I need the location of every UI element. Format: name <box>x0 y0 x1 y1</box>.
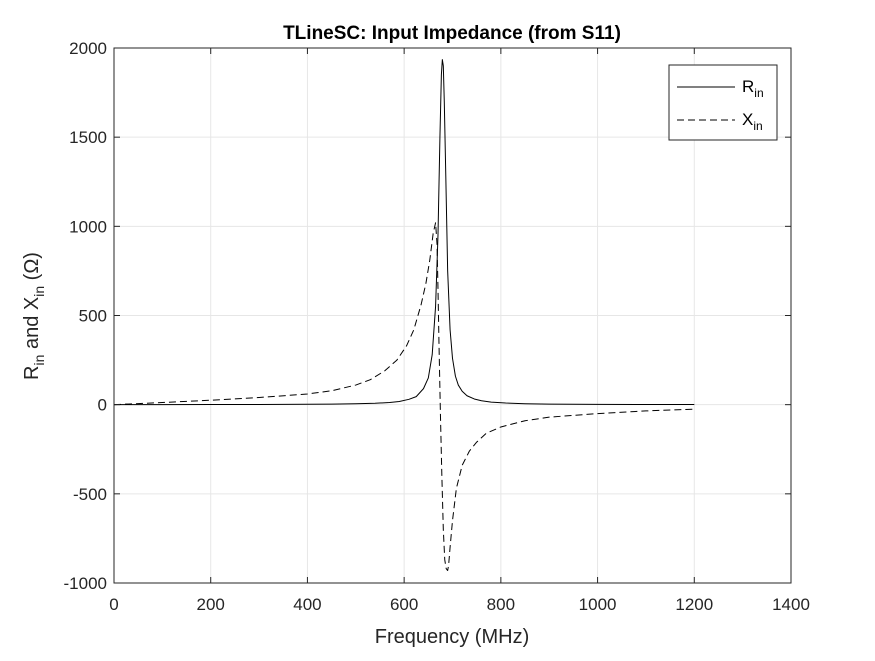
y-tick-label: 500 <box>79 307 107 326</box>
y-tick-label: -500 <box>73 485 107 504</box>
chart-title: TLineSC: Input Impedance (from S11) <box>283 23 621 44</box>
y-tick-label: 1000 <box>69 217 107 236</box>
x-axis-label: Frequency (MHz) <box>375 626 529 648</box>
x-tick-label: 1200 <box>675 595 713 614</box>
y-label-and: and <box>21 310 43 354</box>
y-label-unit: (Ω) <box>21 252 43 286</box>
y-label-x: X <box>21 297 43 310</box>
series-line-r-in <box>113 59 695 406</box>
legend: Rin Xin <box>668 64 778 141</box>
x-tick-label: 600 <box>390 595 418 614</box>
series-group <box>113 59 695 572</box>
legend-label-x-in: Xin <box>742 110 763 133</box>
series-line-x-in <box>113 222 695 572</box>
y-tick-label: 1500 <box>69 128 107 147</box>
x-tick-label: 800 <box>487 595 515 614</box>
y-axis-label-group: Rin and Xin (Ω) <box>21 252 47 380</box>
y-label-r: R <box>21 366 43 380</box>
y-tick-label: -1000 <box>64 574 107 593</box>
legend-box <box>668 64 778 141</box>
y-label-r-sub: in <box>31 355 47 366</box>
y-label-x-sub: in <box>31 286 47 297</box>
x-tick-label: 1000 <box>579 595 617 614</box>
axis-ticks: 0 200 400 600 800 1000 1200 1400 -1000 -500 0 500 10… <box>64 39 810 614</box>
legend-label-r-in: Rin <box>742 77 764 100</box>
y-tick-label: 2000 <box>69 39 107 58</box>
y-tick-label: 0 <box>98 396 107 415</box>
x-tick-label: 1400 <box>772 595 810 614</box>
x-tick-label: 200 <box>197 595 225 614</box>
y-axis-label: Rin and Xin (Ω) <box>21 252 47 380</box>
x-tick-label: 400 <box>293 595 321 614</box>
x-tick-label: 0 <box>109 595 118 614</box>
